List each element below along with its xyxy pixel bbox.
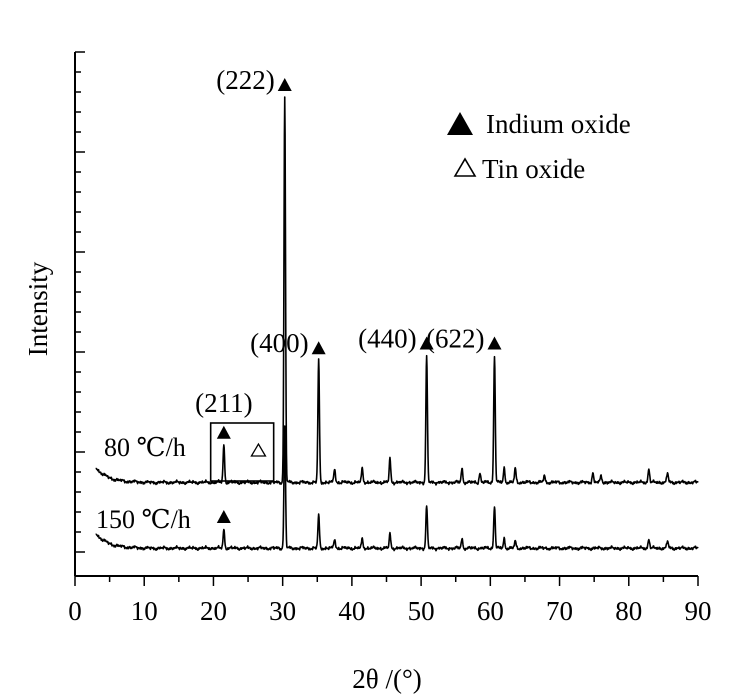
x-axis-title: 2θ /(°) bbox=[352, 664, 421, 694]
peak-marker-icon bbox=[419, 336, 434, 350]
x-tick-label: 50 bbox=[408, 596, 435, 626]
x-axis-ticks: 0 10 20 30 40 50 60 70 80 90 bbox=[68, 576, 712, 626]
series-label-80: 80 ℃/h bbox=[104, 433, 186, 462]
series-label-150: 150 ℃/h bbox=[96, 505, 191, 534]
x-tick-label: 30 bbox=[269, 596, 296, 626]
legend-open-triangle-icon bbox=[453, 157, 477, 177]
peak-label: (622) bbox=[426, 324, 484, 354]
series-layer bbox=[95, 96, 699, 552]
peak-annotations: (211) (222) (400) (440) (622) bbox=[195, 65, 502, 523]
tin-oxide-marker-icon bbox=[250, 442, 267, 457]
peak-marker-icon bbox=[277, 78, 292, 91]
x-tick-label: 10 bbox=[131, 596, 158, 626]
x-tick-label: 80 bbox=[615, 596, 642, 626]
x-tick-label: 90 bbox=[685, 596, 712, 626]
series-line-0 bbox=[95, 96, 699, 486]
legend-filled-triangle-icon bbox=[447, 112, 473, 135]
peak-marker-icon bbox=[311, 341, 326, 355]
peak-label: (211) bbox=[195, 388, 252, 418]
legend-label-indium-oxide: Indium oxide bbox=[486, 109, 631, 139]
peak-label: (400) bbox=[250, 328, 308, 358]
x-tick-label: 0 bbox=[68, 596, 82, 626]
peak-marker-icon bbox=[216, 425, 231, 439]
peak-label: (222) bbox=[216, 65, 274, 95]
x-tick-label: 70 bbox=[546, 596, 573, 626]
x-tick-label: 40 bbox=[338, 596, 365, 626]
y-axis-title: Intensity bbox=[23, 261, 53, 356]
y-axis-ticks bbox=[75, 51, 85, 553]
legend-label-tin-oxide: Tin oxide bbox=[482, 154, 585, 184]
x-tick-label: 60 bbox=[477, 596, 504, 626]
legend: Indium oxide Tin oxide bbox=[447, 109, 631, 184]
series-line-1 bbox=[95, 425, 699, 552]
peak-label: (440) bbox=[358, 324, 416, 354]
peak-marker-icon bbox=[216, 510, 231, 523]
x-tick-label: 20 bbox=[200, 596, 227, 626]
inset-highlight-box bbox=[209, 422, 275, 482]
peak-marker-icon bbox=[487, 336, 502, 350]
